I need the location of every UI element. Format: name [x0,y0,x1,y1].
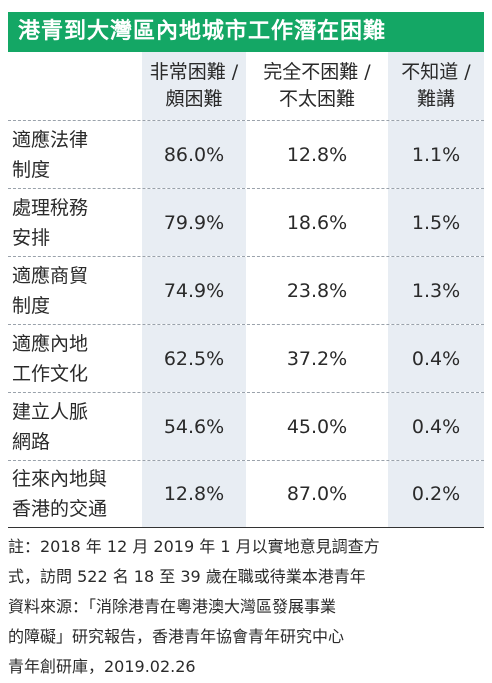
header-blank [8,52,142,120]
table-row: 建立人脈 網路 54.6% 45.0% 0.4% [8,392,484,460]
header-difficult-line1: 非常困難 / [149,61,239,83]
header-unknown: 不知道 / 難講 [388,52,484,120]
row-label-line2: 工作文化 [12,362,89,385]
header-unknown-line1: 不知道 / [401,61,471,83]
table-row: 適應法律 制度 86.0% 12.8% 1.1% [8,120,484,188]
footnote-line: 式，訪問 522 名 18 至 39 歲在職或待業本港青年 [8,567,366,586]
value-not-difficult: 45.0% [286,415,348,438]
row-label-line2: 安排 [12,226,51,249]
table-row: 往來內地與 香港的交通 12.8% 87.0% 0.2% [8,460,484,528]
row-label: 適應法律 制度 [8,121,146,188]
value-unknown: 0.2% [388,461,484,527]
header-not-difficult-line1: 完全不困難 / [263,61,371,83]
table-title: 港青到大灣區內地城市工作潛在困難 [8,12,484,52]
header-not-difficult: 完全不困難 / 不太困難 [246,52,388,120]
row-label-line1: 往來內地與 [12,468,108,490]
value-difficult: 74.9% [142,257,246,324]
row-label-line1: 適應法律 [12,128,89,151]
value-difficult: 12.8% [142,461,246,527]
table-header-row: 非常困難 / 頗困難 完全不困難 / 不太困難 不知道 / 難講 [8,52,484,120]
row-label: 適應商貿 制度 [8,257,146,324]
row-label: 處理稅務 安排 [8,189,146,256]
value-not-difficult: 37.2% [286,347,348,370]
survey-table: 非常困難 / 頗困難 完全不困難 / 不太困難 不知道 / 難講 適應法律 制度… [8,52,484,528]
value-difficult: 86.0% [142,121,246,188]
row-label-line1: 適應商貿 [12,264,89,287]
value-unknown: 1.1% [388,121,484,188]
row-label-line2: 制度 [12,294,51,317]
value-difficult: 62.5% [142,325,246,392]
footnote: 註：2018 年 12 月 2019 年 1 月以實地意見調查方 式，訪問 52… [8,532,484,682]
value-not-difficult: 18.6% [286,211,348,234]
value-unknown: 1.5% [388,189,484,256]
row-label: 適應內地 工作文化 [8,325,146,392]
row-label: 建立人脈 網路 [8,393,146,460]
table-row: 處理稅務 安排 79.9% 18.6% 1.5% [8,188,484,256]
value-difficult: 79.9% [142,189,246,256]
value-not-difficult: 12.8% [286,143,348,166]
value-difficult: 54.6% [142,393,246,460]
table-row: 適應商貿 制度 74.9% 23.8% 1.3% [8,256,484,324]
row-label-line1: 處理稅務 [12,196,89,219]
value-unknown: 0.4% [388,325,484,392]
value-unknown: 1.3% [388,257,484,324]
value-not-difficult: 23.8% [286,279,348,302]
value-not-difficult: 87.0% [286,483,348,505]
footnote-line: 資料來源：「消除港青在粵港澳大灣區發展事業 [8,597,337,616]
value-unknown: 0.4% [388,393,484,460]
row-label-line2: 香港的交通 [12,498,108,520]
footnote-line: 青年創研庫，2019.02.26 [8,657,196,676]
footnote-line: 的障礙」研究報告，香港青年協會青年研究中心 [8,627,345,646]
footnote-line: 註：2018 年 12 月 2019 年 1 月以實地意見調查方 [8,537,380,556]
row-label-line2: 制度 [12,158,51,181]
header-difficult-line2: 頗困難 [165,88,223,110]
row-label-line1: 建立人脈 [12,400,89,423]
header-difficult: 非常困難 / 頗困難 [142,52,246,120]
row-label-line2: 網路 [12,430,51,453]
row-label-line1: 適應內地 [12,332,89,355]
header-not-difficult-line2: 不太困難 [278,88,355,110]
header-unknown-line2: 難講 [416,88,455,110]
table-row: 適應內地 工作文化 62.5% 37.2% 0.4% [8,324,484,392]
row-label: 往來內地與 香港的交通 [8,461,146,527]
